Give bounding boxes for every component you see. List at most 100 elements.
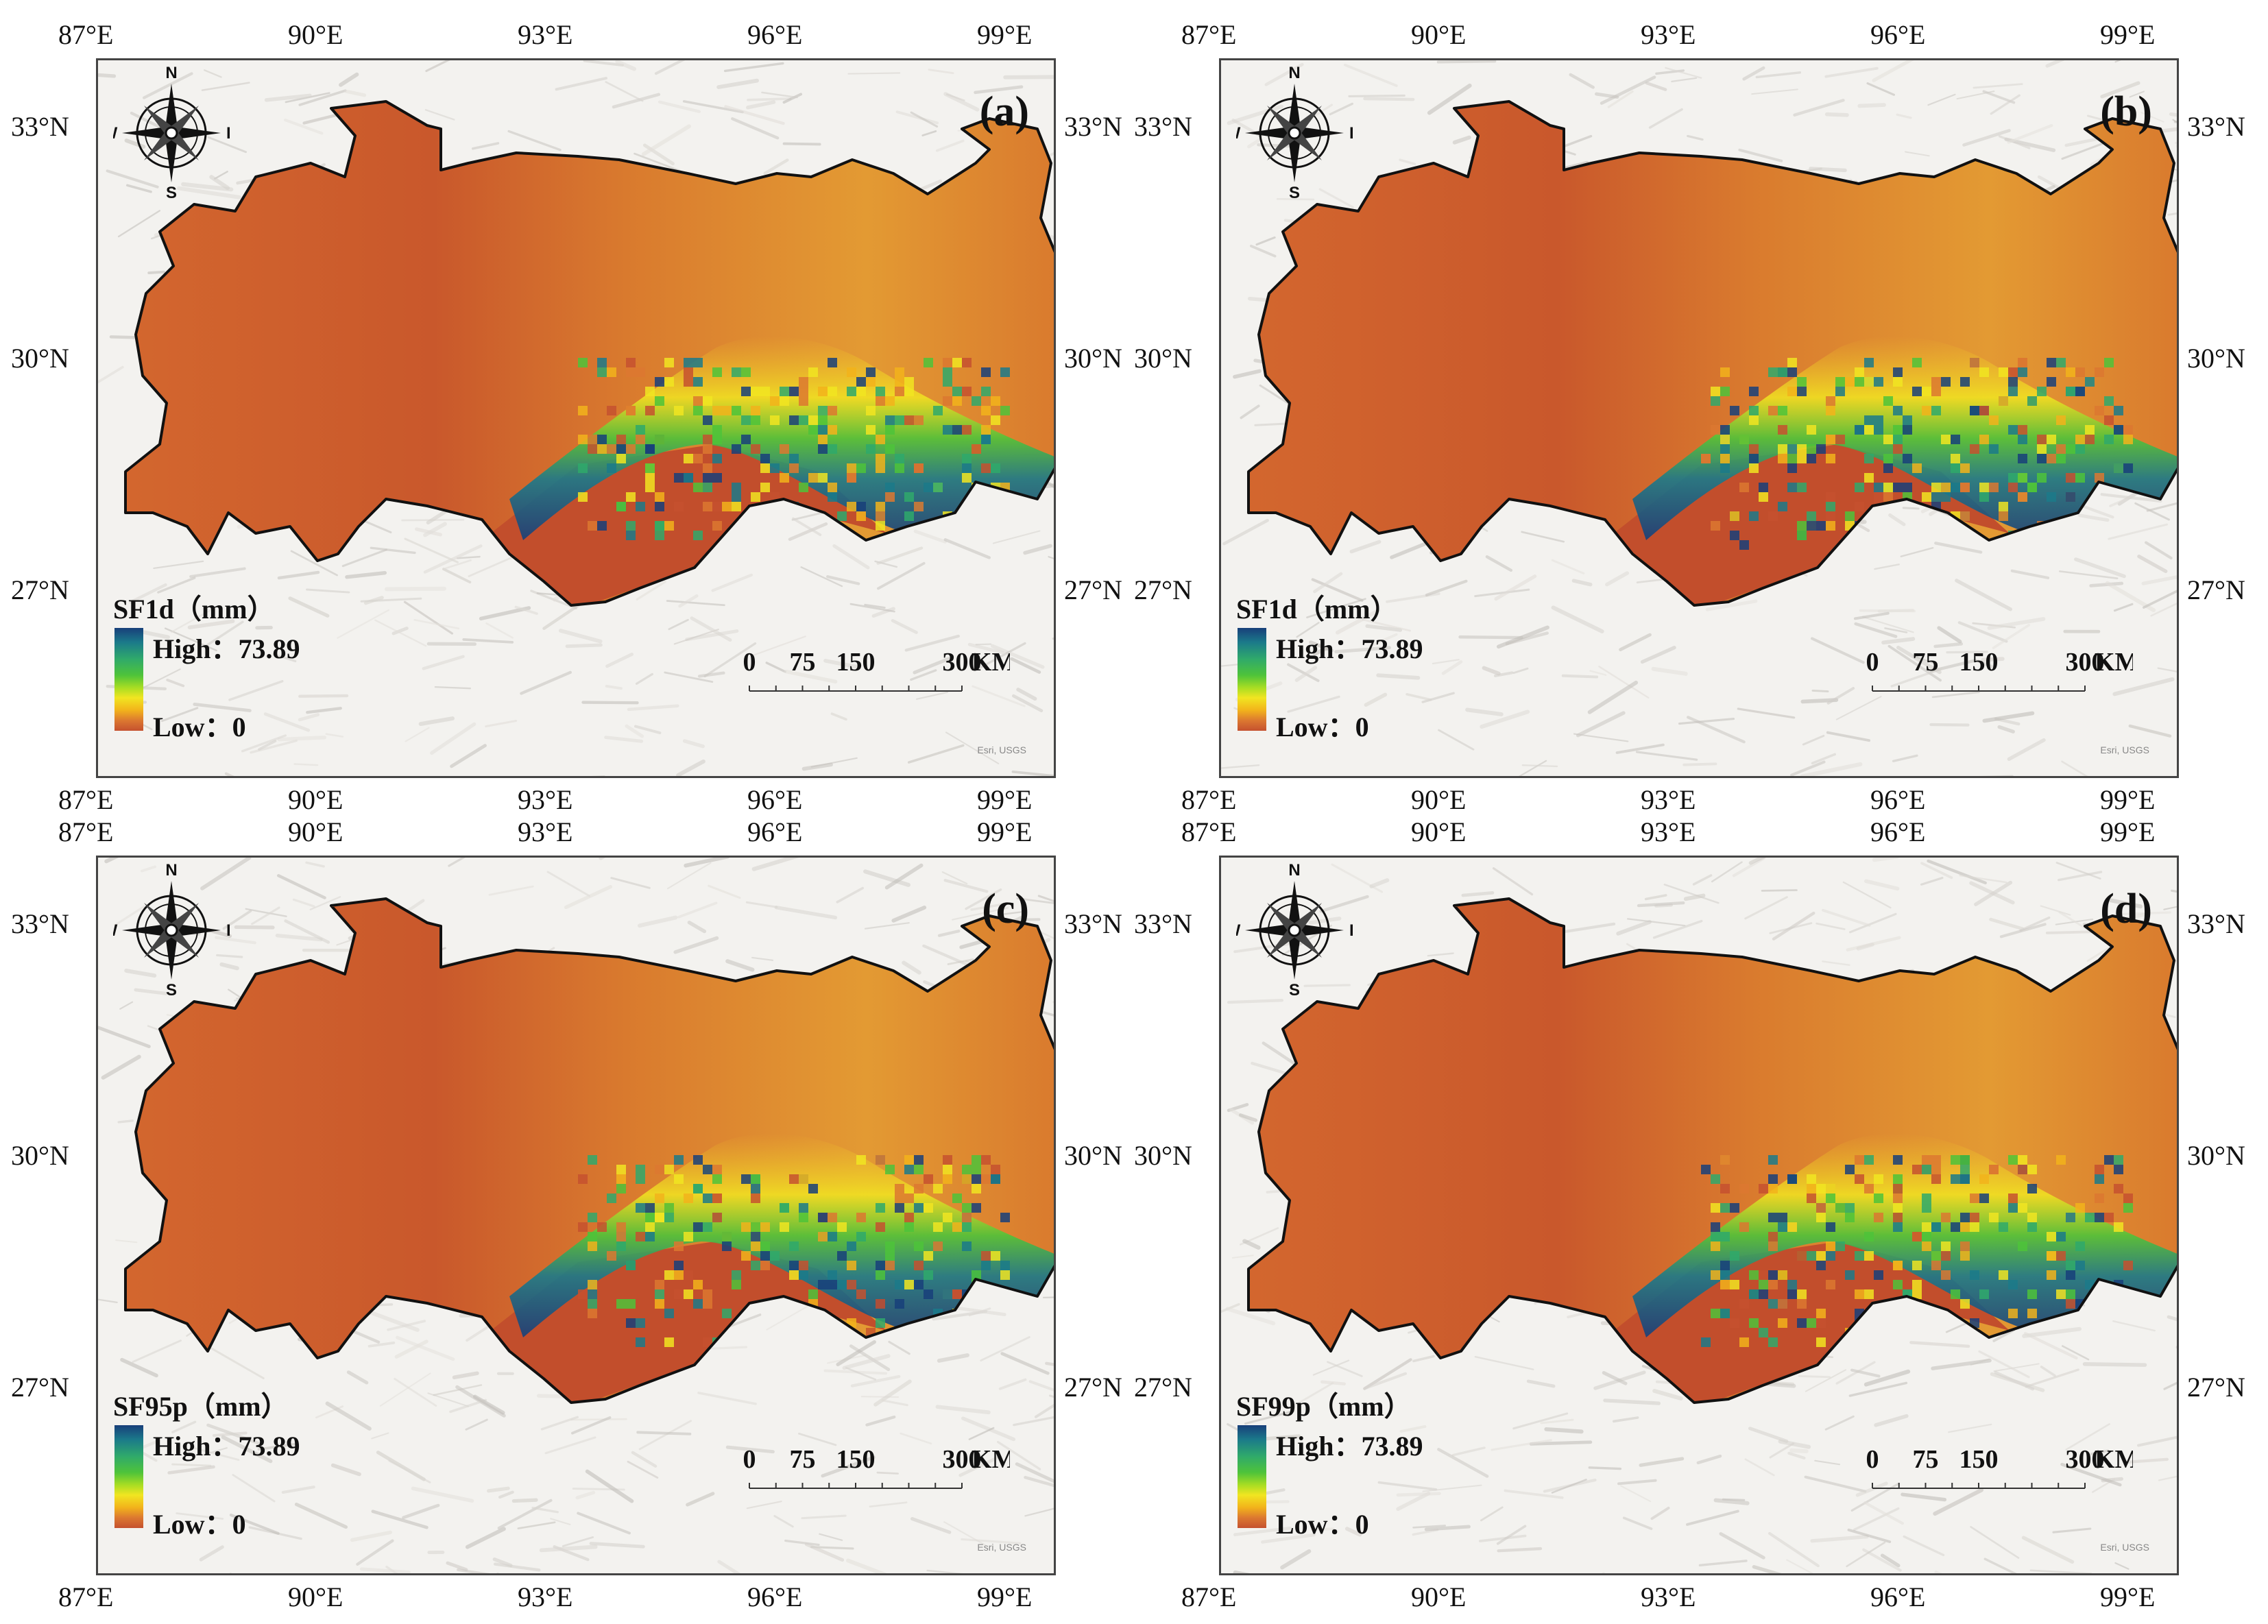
legend-title: SF1d（mm） bbox=[1236, 594, 1398, 625]
legend-title: SF95p（mm） bbox=[113, 1391, 289, 1422]
attribution-text: Esri, USGS bbox=[977, 1542, 1026, 1553]
snowfall-raster bbox=[1248, 899, 2177, 1403]
map-frame: N S E W (b) SF1d（mm） High：73.89 Low：0 0 75 150 300K… bbox=[1219, 58, 2179, 778]
y-tick-label-left: 33°N bbox=[1134, 908, 1192, 939]
north-arrow-compass-icon: N S E W bbox=[113, 862, 230, 999]
legend-color-ramp bbox=[1238, 628, 1266, 731]
scale-label: 150 bbox=[836, 1445, 876, 1474]
map-canvas bbox=[98, 858, 1054, 1573]
y-tick-label-left: 33°N bbox=[11, 908, 69, 939]
scale-label: 300 bbox=[943, 648, 982, 677]
compass-label-e: E bbox=[226, 921, 230, 940]
x-tick-label-top: 87°E bbox=[58, 816, 114, 847]
scale-bar: 0 75 150 300KM bbox=[1866, 1445, 2133, 1489]
x-tick-label-bottom: 90°E bbox=[288, 1581, 343, 1612]
scale-label: 0 bbox=[743, 648, 756, 677]
x-tick-label-top: 87°E bbox=[1181, 816, 1237, 847]
panel-label: (d) bbox=[2100, 886, 2152, 932]
compass-label-e: E bbox=[1349, 124, 1353, 143]
x-tick-label-top: 96°E bbox=[1870, 816, 1926, 847]
x-tick-label-bottom: 96°E bbox=[747, 784, 803, 815]
y-tick-label-left: 30°N bbox=[11, 1140, 69, 1171]
snowfall-raster bbox=[125, 101, 1054, 605]
scale-label: 150 bbox=[836, 648, 876, 677]
x-tick-label-bottom: 99°E bbox=[2100, 1581, 2156, 1612]
scale-unit: KM bbox=[2095, 648, 2133, 677]
map-canvas bbox=[1221, 858, 2177, 1573]
compass-label-w: W bbox=[1236, 921, 1241, 940]
x-tick-label-top: 93°E bbox=[1641, 19, 1696, 50]
scale-label: 0 bbox=[743, 1445, 756, 1474]
basin-boundary bbox=[1247, 897, 2177, 1404]
map-frame: N S E W (d) SF99p（mm） High：73.89 Low：0 0 75 150 300… bbox=[1219, 856, 2179, 1575]
compass-label-s: S bbox=[1289, 981, 1300, 999]
x-tick-label-bottom: 87°E bbox=[58, 1581, 114, 1612]
x-tick-label-bottom: 93°E bbox=[1641, 1581, 1696, 1612]
y-tick-label-left: 30°N bbox=[1134, 1140, 1192, 1171]
y-tick-label-right: 30°N bbox=[1064, 1140, 1122, 1171]
x-tick-label-top: 90°E bbox=[288, 816, 343, 847]
snowfall-raster bbox=[1248, 101, 2177, 605]
north-arrow-compass-icon: N S E W bbox=[1236, 862, 1353, 999]
x-tick-label-top: 87°E bbox=[58, 19, 114, 50]
x-tick-label-bottom: 90°E bbox=[288, 784, 343, 815]
x-tick-label-top: 96°E bbox=[747, 19, 803, 50]
scale-label: 0 bbox=[1866, 1445, 1879, 1474]
x-tick-label-bottom: 90°E bbox=[1411, 784, 1467, 815]
legend-low-label: Low：0 bbox=[1276, 1509, 1369, 1540]
attribution-text: Esri, USGS bbox=[977, 744, 1026, 755]
y-tick-label-left: 27°N bbox=[1134, 574, 1192, 605]
x-tick-label-top: 99°E bbox=[977, 816, 1033, 847]
legend-low-label: Low：0 bbox=[1276, 712, 1369, 742]
y-tick-label-right: 27°N bbox=[2187, 574, 2245, 605]
x-tick-label-top: 93°E bbox=[1641, 816, 1696, 847]
y-tick-label-right: 33°N bbox=[1064, 111, 1122, 142]
scale-bar: 0 75 150 300KM bbox=[743, 648, 1010, 692]
north-arrow-compass-icon: N S E W bbox=[1236, 64, 1353, 202]
legend-color-ramp bbox=[114, 628, 143, 731]
legend-low-label: Low：0 bbox=[153, 1509, 246, 1540]
y-tick-label-left: 27°N bbox=[1134, 1372, 1192, 1403]
y-tick-label-left: 33°N bbox=[11, 111, 69, 142]
scale-bar: 0 75 150 300KM bbox=[1866, 648, 2133, 692]
y-tick-label-right: 33°N bbox=[1064, 908, 1122, 939]
north-arrow-compass-icon: N S E W bbox=[113, 64, 230, 202]
scale-label: 75 bbox=[790, 1445, 816, 1474]
legend-high-label: High：73.89 bbox=[153, 1431, 300, 1462]
scale-label: 150 bbox=[1959, 1445, 1999, 1474]
compass-label-w: W bbox=[113, 921, 118, 940]
map-canvas bbox=[98, 60, 1054, 776]
legend-color-ramp bbox=[114, 1425, 143, 1528]
compass-label-s: S bbox=[1289, 184, 1300, 202]
x-tick-label-top: 87°E bbox=[1181, 19, 1237, 50]
x-tick-label-top: 96°E bbox=[1870, 19, 1926, 50]
compass-label-n: N bbox=[165, 862, 177, 880]
legend-high-label: High：73.89 bbox=[153, 633, 300, 664]
compass-label-n: N bbox=[1288, 64, 1300, 82]
compass-label-s: S bbox=[166, 184, 177, 202]
compass-label-w: W bbox=[1236, 124, 1241, 143]
x-tick-label-bottom: 99°E bbox=[977, 784, 1033, 815]
x-tick-label-top: 93°E bbox=[518, 816, 573, 847]
x-tick-label-bottom: 87°E bbox=[58, 784, 114, 815]
legend-low-label: Low：0 bbox=[153, 712, 246, 742]
scale-unit: KM bbox=[2095, 1445, 2133, 1474]
scale-label: 300 bbox=[2066, 648, 2105, 677]
compass-label-e: E bbox=[1349, 921, 1353, 940]
panel-label: (b) bbox=[2100, 88, 2152, 135]
attribution-text: Esri, USGS bbox=[2100, 744, 2149, 755]
scale-label: 300 bbox=[943, 1445, 982, 1474]
scale-unit: KM bbox=[972, 648, 1010, 677]
y-tick-label-right: 30°N bbox=[1064, 343, 1122, 374]
map-frame: N S E W (a) SF1d（mm） High：73.89 Low：0 0 75 150 300K… bbox=[96, 58, 1056, 778]
panel-label: (a) bbox=[979, 88, 1029, 135]
map-frame: N S E W (c) SF95p（mm） High：73.89 Low：0 0 75 150 300… bbox=[96, 856, 1056, 1575]
x-tick-label-bottom: 87°E bbox=[1181, 784, 1237, 815]
legend-high-label: High：73.89 bbox=[1276, 1431, 1423, 1462]
compass-label-n: N bbox=[1288, 862, 1300, 880]
y-tick-label-left: 30°N bbox=[11, 343, 69, 374]
x-tick-label-top: 99°E bbox=[977, 19, 1033, 50]
x-tick-label-top: 99°E bbox=[2100, 816, 2156, 847]
basin-boundary bbox=[1247, 100, 2177, 607]
x-tick-label-bottom: 96°E bbox=[1870, 1581, 1926, 1612]
